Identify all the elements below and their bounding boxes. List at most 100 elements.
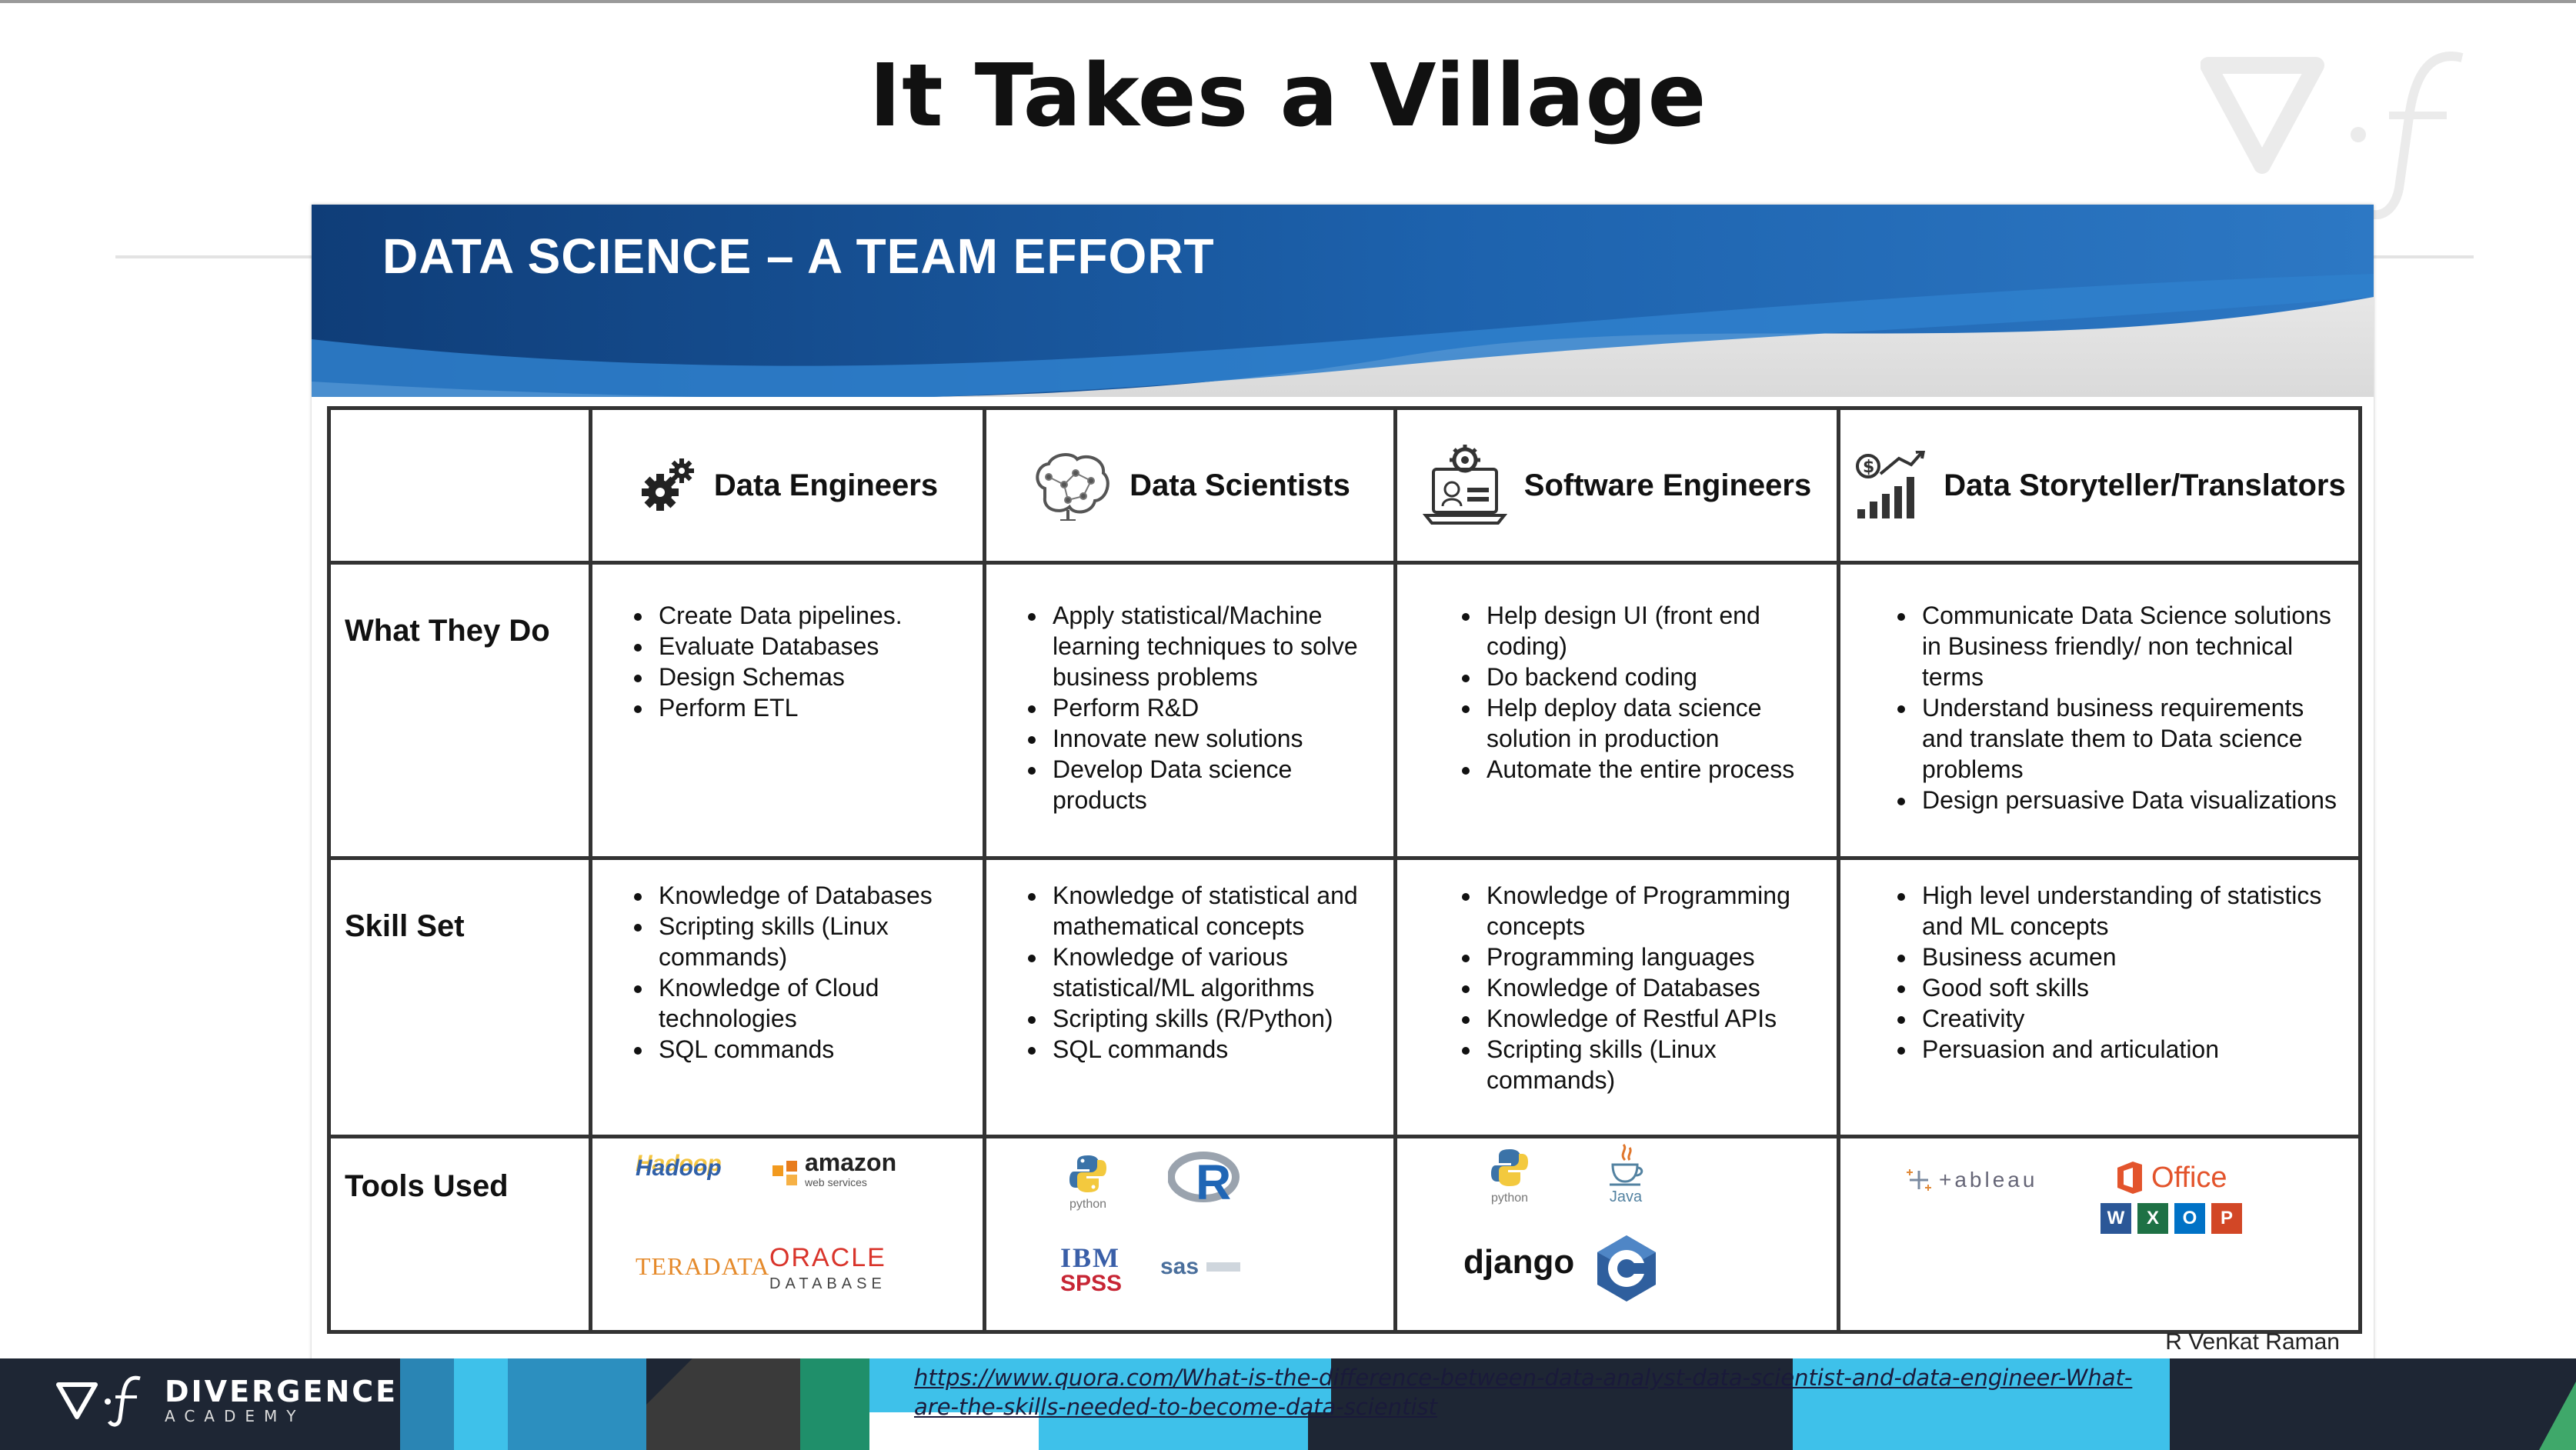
header-label: Data Scientists xyxy=(1130,468,1350,502)
bullet-item: Creativity xyxy=(1917,1003,2343,1034)
bullet-item: Knowledge of Programming concepts xyxy=(1482,880,1821,942)
hadoop-logo: Hadoop xyxy=(636,1155,722,1181)
header-data-engineers: Data Engineers xyxy=(589,406,986,565)
bullet-item: Do backend coding xyxy=(1482,662,1821,692)
cell-skill-software-engineers: Knowledge of Programming conceptsProgram… xyxy=(1393,856,1840,1138)
cpp-hexagon-icon xyxy=(1597,1235,1656,1302)
bullet-item: SQL commands xyxy=(654,1034,967,1065)
bullet-item: Knowledge of Cloud technologies xyxy=(654,972,967,1034)
cell-skill-data-engineers: Knowledge of DatabasesScripting skills (… xyxy=(589,856,986,1138)
sas-logo-text: sas xyxy=(1160,1254,1200,1279)
r-ring-icon xyxy=(1167,1152,1240,1202)
gears-icon xyxy=(641,458,694,511)
footer-decoration xyxy=(0,1358,2576,1450)
svg-text:$: $ xyxy=(1863,458,1874,477)
brain-icon xyxy=(1036,453,1109,521)
aws-subtext: web services xyxy=(805,1176,867,1188)
python-logo: python xyxy=(1066,1152,1109,1212)
cell-tools-data-storytellers: +ableau Office W X xyxy=(1837,1135,2362,1334)
team-effort-table: Data Engineers Data Scientists xyxy=(327,406,2362,1334)
footer-bar: DIVERGENCE ACADEMY xyxy=(0,1358,2576,1450)
amazon-web-services-logo: amazon web services xyxy=(771,1148,897,1192)
bullet-item: Knowledge of various statistical/ML algo… xyxy=(1048,942,1378,1003)
header-data-scientists: Data Scientists xyxy=(983,406,1397,565)
tableau-logo: +ableau xyxy=(1905,1166,2037,1194)
office-logo: Office W X O P xyxy=(2101,1160,2242,1234)
bullet-item: Perform R&D xyxy=(1048,692,1378,723)
bullet-item: Scripting skills (Linux commands) xyxy=(654,911,967,972)
bullet-item: Automate the entire process xyxy=(1482,754,1821,785)
spss-logo-text: SPSS xyxy=(1060,1271,1123,1296)
laptop-gear-icon xyxy=(1422,445,1507,525)
watermark-logo-icon xyxy=(2201,52,2464,219)
bullet-item: Design persuasive Data visualizations xyxy=(1917,785,2343,815)
bullet-item: SQL commands xyxy=(1048,1034,1378,1065)
slide-credit: R Venkat Raman xyxy=(2165,1329,2340,1355)
bullet-item: Knowledge of Databases xyxy=(1482,972,1821,1003)
oracle-database-logo: ORACLE DATABASE xyxy=(769,1245,886,1297)
python-icon xyxy=(1069,1155,1106,1192)
bullet-item: Scripting skills (R/Python) xyxy=(1048,1003,1378,1034)
python-logo-2: python xyxy=(1488,1146,1531,1205)
top-border xyxy=(0,0,2576,3)
header-data-storytellers: $ Data Storyteller/Translators xyxy=(1837,406,2362,565)
banner-title: DATA SCIENCE – A TEAM EFFORT xyxy=(382,228,1215,284)
bullet-item: High level understanding of statistics a… xyxy=(1917,880,2343,942)
cell-what-data-storytellers: Communicate Data Science solutions in Bu… xyxy=(1837,561,2362,860)
bullet-item: Design Schemas xyxy=(654,662,967,692)
bullet-item: Help design UI (front end coding) xyxy=(1482,600,1821,662)
word-icon: W xyxy=(2101,1203,2131,1234)
oracle-logo-text: ORACLE xyxy=(769,1243,886,1272)
footer-brand: DIVERGENCE ACADEMY xyxy=(54,1374,398,1428)
python-icon xyxy=(1491,1149,1528,1186)
cell-what-data-scientists: Apply statistical/Machine learning techn… xyxy=(983,561,1397,860)
row-label-tools-used: Tools Used xyxy=(327,1135,592,1334)
bullet-item: Scripting skills (Linux commands) xyxy=(1482,1034,1821,1095)
sas-bar-mark xyxy=(1206,1262,1241,1272)
r-logo-text: R xyxy=(1196,1155,1232,1210)
bullet-item: Communicate Data Science solutions in Bu… xyxy=(1917,600,2343,692)
divergence-logo-icon xyxy=(56,1375,141,1427)
cpp-logo: C xyxy=(1594,1234,1659,1303)
brand-sub: ACADEMY xyxy=(165,1407,305,1425)
bullet-item: Knowledge of Databases xyxy=(654,880,967,911)
bullet-item: Evaluate Databases xyxy=(654,631,967,662)
bullet-item: Understand business requirements and tra… xyxy=(1917,692,2343,785)
bullet-item: Create Data pipelines. xyxy=(654,600,967,631)
office-logo-text: Office xyxy=(2151,1161,2227,1194)
title-rule-right xyxy=(2374,255,2474,258)
tableau-plus-icon xyxy=(1907,1169,1931,1191)
header-label: Data Storyteller/Translators xyxy=(1944,468,2346,502)
header-blank xyxy=(327,406,592,565)
ibm-logo-text: IBM xyxy=(1060,1242,1120,1273)
slide-banner xyxy=(312,205,2374,412)
outlook-icon: O xyxy=(2174,1203,2205,1234)
cell-what-data-engineers: Create Data pipelines.Evaluate Databases… xyxy=(589,561,986,860)
row-label-skill-set: Skill Set xyxy=(327,856,592,1138)
cell-skill-data-storytellers: High level understanding of statistics a… xyxy=(1837,856,2362,1138)
office-icon xyxy=(2117,1162,2142,1194)
bullet-item: Help deploy data science solution in pro… xyxy=(1482,692,1821,754)
r-logo: R xyxy=(1167,1149,1245,1211)
growth-chart-icon: $ xyxy=(1856,451,1926,518)
cell-tools-data-engineers: Hadoop amazon web services TERADATA ORAC… xyxy=(589,1135,986,1334)
cell-what-software-engineers: Help design UI (front end coding)Do back… xyxy=(1393,561,1840,860)
bullet-item: Perform ETL xyxy=(654,692,967,723)
oracle-subtext: DATABASE xyxy=(769,1275,886,1292)
slide-image: DATA SCIENCE – A TEAM EFFORT xyxy=(312,205,2374,1363)
bullet-item: Business acumen xyxy=(1917,942,2343,972)
tableau-logo-text: +ableau xyxy=(1939,1168,2038,1192)
cell-skill-data-scientists: Knowledge of statistical and mathematica… xyxy=(983,856,1397,1138)
java-cup-icon xyxy=(1610,1143,1643,1186)
cell-tools-data-scientists: python R IBM SPSS sas xyxy=(983,1135,1397,1334)
bullet-item: Apply statistical/Machine learning techn… xyxy=(1048,600,1378,692)
source-link[interactable]: https://www.quora.com/What-is-the-differ… xyxy=(914,1365,2133,1420)
powerpoint-icon: P xyxy=(2211,1203,2242,1234)
page-title: It Takes a Village xyxy=(869,46,1707,146)
bullet-item: Knowledge of Restful APIs xyxy=(1482,1003,1821,1034)
excel-icon: X xyxy=(2137,1203,2168,1234)
brand-name: DIVERGENCE xyxy=(165,1375,399,1408)
bullet-item: Innovate new solutions xyxy=(1048,723,1378,754)
python-logo-text: python xyxy=(1069,1198,1107,1211)
amazon-logo-text: amazon xyxy=(805,1148,897,1176)
